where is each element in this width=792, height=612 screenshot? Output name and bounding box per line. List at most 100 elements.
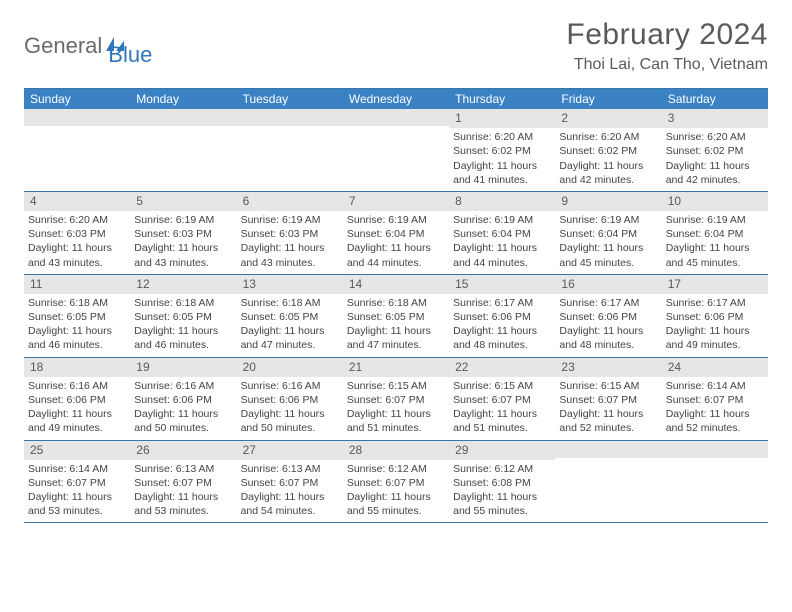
day-info: Sunrise: 6:14 AMSunset: 6:07 PMDaylight:… <box>24 460 130 523</box>
sunset-text: Sunset: 6:04 PM <box>559 227 657 241</box>
day-info: Sunrise: 6:15 AMSunset: 6:07 PMDaylight:… <box>343 377 449 440</box>
daylight-text: Daylight: 11 hours and 48 minutes. <box>559 324 657 352</box>
sunrise-text: Sunrise: 6:19 AM <box>666 213 764 227</box>
sunset-text: Sunset: 6:06 PM <box>241 393 339 407</box>
sunrise-text: Sunrise: 6:12 AM <box>347 462 445 476</box>
location-text: Thoi Lai, Can Tho, Vietnam <box>566 56 768 74</box>
sunrise-text: Sunrise: 6:15 AM <box>559 379 657 393</box>
day-number: 17 <box>662 275 768 294</box>
day-number: 13 <box>237 275 343 294</box>
daylight-text: Daylight: 11 hours and 53 minutes. <box>28 490 126 518</box>
day-cell: 1Sunrise: 6:20 AMSunset: 6:02 PMDaylight… <box>449 109 555 191</box>
week-row: 18Sunrise: 6:16 AMSunset: 6:06 PMDayligh… <box>24 358 768 441</box>
month-title: February 2024 <box>566 18 768 52</box>
sunset-text: Sunset: 6:05 PM <box>28 310 126 324</box>
day-number: 28 <box>343 441 449 460</box>
sunrise-text: Sunrise: 6:18 AM <box>134 296 232 310</box>
day-cell: 24Sunrise: 6:14 AMSunset: 6:07 PMDayligh… <box>662 358 768 440</box>
sunrise-text: Sunrise: 6:12 AM <box>453 462 551 476</box>
day-cell: 27Sunrise: 6:13 AMSunset: 6:07 PMDayligh… <box>237 441 343 523</box>
day-cell: 25Sunrise: 6:14 AMSunset: 6:07 PMDayligh… <box>24 441 130 523</box>
sunrise-text: Sunrise: 6:19 AM <box>134 213 232 227</box>
day-number: 8 <box>449 192 555 211</box>
sunrise-text: Sunrise: 6:14 AM <box>666 379 764 393</box>
daylight-text: Daylight: 11 hours and 50 minutes. <box>134 407 232 435</box>
sunrise-text: Sunrise: 6:19 AM <box>241 213 339 227</box>
day-info: Sunrise: 6:19 AMSunset: 6:04 PMDaylight:… <box>555 211 661 274</box>
sunrise-text: Sunrise: 6:18 AM <box>347 296 445 310</box>
daylight-text: Daylight: 11 hours and 42 minutes. <box>559 159 657 187</box>
daylight-text: Daylight: 11 hours and 43 minutes. <box>28 241 126 269</box>
sunset-text: Sunset: 6:05 PM <box>241 310 339 324</box>
day-info: Sunrise: 6:18 AMSunset: 6:05 PMDaylight:… <box>130 294 236 357</box>
day-cell: 23Sunrise: 6:15 AMSunset: 6:07 PMDayligh… <box>555 358 661 440</box>
day-info: Sunrise: 6:19 AMSunset: 6:04 PMDaylight:… <box>662 211 768 274</box>
sunset-text: Sunset: 6:04 PM <box>453 227 551 241</box>
sunrise-text: Sunrise: 6:19 AM <box>559 213 657 227</box>
sunrise-text: Sunrise: 6:15 AM <box>453 379 551 393</box>
day-number: 11 <box>24 275 130 294</box>
day-cell: 16Sunrise: 6:17 AMSunset: 6:06 PMDayligh… <box>555 275 661 357</box>
day-cell: 8Sunrise: 6:19 AMSunset: 6:04 PMDaylight… <box>449 192 555 274</box>
daylight-text: Daylight: 11 hours and 53 minutes. <box>134 490 232 518</box>
day-number: 24 <box>662 358 768 377</box>
day-info: Sunrise: 6:14 AMSunset: 6:07 PMDaylight:… <box>662 377 768 440</box>
daylight-text: Daylight: 11 hours and 48 minutes. <box>453 324 551 352</box>
logo-text-b: Blue <box>108 42 152 67</box>
day-info: Sunrise: 6:16 AMSunset: 6:06 PMDaylight:… <box>237 377 343 440</box>
day-info: Sunrise: 6:20 AMSunset: 6:03 PMDaylight:… <box>24 211 130 274</box>
sunrise-text: Sunrise: 6:16 AM <box>134 379 232 393</box>
day-info: Sunrise: 6:17 AMSunset: 6:06 PMDaylight:… <box>449 294 555 357</box>
day-number <box>662 441 768 458</box>
day-cell: 4Sunrise: 6:20 AMSunset: 6:03 PMDaylight… <box>24 192 130 274</box>
sunset-text: Sunset: 6:02 PM <box>453 144 551 158</box>
sunset-text: Sunset: 6:05 PM <box>347 310 445 324</box>
sunset-text: Sunset: 6:02 PM <box>666 144 764 158</box>
day-cell: 12Sunrise: 6:18 AMSunset: 6:05 PMDayligh… <box>130 275 236 357</box>
daylight-text: Daylight: 11 hours and 55 minutes. <box>347 490 445 518</box>
sunset-text: Sunset: 6:07 PM <box>241 476 339 490</box>
day-cell: 2Sunrise: 6:20 AMSunset: 6:02 PMDaylight… <box>555 109 661 191</box>
sunset-text: Sunset: 6:04 PM <box>666 227 764 241</box>
day-number: 3 <box>662 109 768 128</box>
day-cell: 3Sunrise: 6:20 AMSunset: 6:02 PMDaylight… <box>662 109 768 191</box>
sunrise-text: Sunrise: 6:17 AM <box>666 296 764 310</box>
title-block: February 2024 Thoi Lai, Can Tho, Vietnam <box>566 18 768 74</box>
day-info: Sunrise: 6:19 AMSunset: 6:03 PMDaylight:… <box>237 211 343 274</box>
day-info: Sunrise: 6:17 AMSunset: 6:06 PMDaylight:… <box>662 294 768 357</box>
sunrise-text: Sunrise: 6:20 AM <box>559 130 657 144</box>
day-number: 10 <box>662 192 768 211</box>
day-number: 9 <box>555 192 661 211</box>
day-info: Sunrise: 6:18 AMSunset: 6:05 PMDaylight:… <box>24 294 130 357</box>
day-cell <box>130 109 236 191</box>
sunset-text: Sunset: 6:07 PM <box>559 393 657 407</box>
day-number: 16 <box>555 275 661 294</box>
daylight-text: Daylight: 11 hours and 45 minutes. <box>559 241 657 269</box>
day-info: Sunrise: 6:17 AMSunset: 6:06 PMDaylight:… <box>555 294 661 357</box>
day-number: 25 <box>24 441 130 460</box>
day-header-wednesday: Wednesday <box>343 89 449 109</box>
day-info: Sunrise: 6:18 AMSunset: 6:05 PMDaylight:… <box>343 294 449 357</box>
day-header-row: SundayMondayTuesdayWednesdayThursdayFrid… <box>24 89 768 109</box>
day-header-sunday: Sunday <box>24 89 130 109</box>
day-info: Sunrise: 6:12 AMSunset: 6:07 PMDaylight:… <box>343 460 449 523</box>
sunrise-text: Sunrise: 6:19 AM <box>347 213 445 227</box>
daylight-text: Daylight: 11 hours and 46 minutes. <box>28 324 126 352</box>
day-info: Sunrise: 6:13 AMSunset: 6:07 PMDaylight:… <box>130 460 236 523</box>
day-info: Sunrise: 6:15 AMSunset: 6:07 PMDaylight:… <box>555 377 661 440</box>
day-cell: 28Sunrise: 6:12 AMSunset: 6:07 PMDayligh… <box>343 441 449 523</box>
day-number <box>343 109 449 126</box>
day-info: Sunrise: 6:16 AMSunset: 6:06 PMDaylight:… <box>130 377 236 440</box>
sunrise-text: Sunrise: 6:17 AM <box>453 296 551 310</box>
day-number: 27 <box>237 441 343 460</box>
day-cell: 18Sunrise: 6:16 AMSunset: 6:06 PMDayligh… <box>24 358 130 440</box>
day-number: 14 <box>343 275 449 294</box>
day-info: Sunrise: 6:19 AMSunset: 6:03 PMDaylight:… <box>130 211 236 274</box>
day-number <box>555 441 661 458</box>
daylight-text: Daylight: 11 hours and 41 minutes. <box>453 159 551 187</box>
day-number: 1 <box>449 109 555 128</box>
day-info: Sunrise: 6:13 AMSunset: 6:07 PMDaylight:… <box>237 460 343 523</box>
sunrise-text: Sunrise: 6:19 AM <box>453 213 551 227</box>
day-number: 20 <box>237 358 343 377</box>
day-info: Sunrise: 6:19 AMSunset: 6:04 PMDaylight:… <box>343 211 449 274</box>
